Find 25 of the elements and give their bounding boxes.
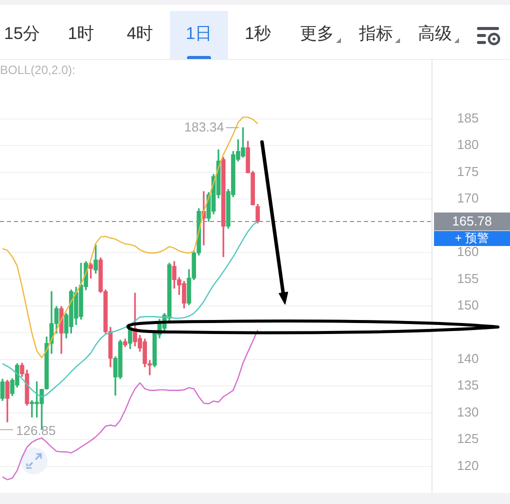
y-tick-label: 175 xyxy=(456,164,479,179)
text: 指标 xyxy=(358,23,394,45)
y-tick-label: 170 xyxy=(456,190,479,206)
y-tick-label: 185 xyxy=(456,110,479,126)
y-tick-label: 160 xyxy=(456,244,479,260)
y-tick-label: 155 xyxy=(456,270,479,286)
y-tick-label: 120 xyxy=(456,458,479,473)
selected-tab: 1日 xyxy=(170,11,228,59)
alert-button: + 预警 xyxy=(434,230,510,246)
text: 15分 xyxy=(3,23,41,45)
annotation: 126.85 xyxy=(16,423,56,438)
y-tick-label: 125 xyxy=(456,431,479,446)
y-tick-label: 135 xyxy=(456,378,479,393)
text: 1秒 xyxy=(244,23,272,45)
ref-line-label: 165.78 xyxy=(452,214,492,229)
y-tick-label: 140 xyxy=(456,350,479,366)
text: 4时 xyxy=(126,23,154,45)
y-tick-label: 130 xyxy=(456,404,479,420)
text: 1时 xyxy=(66,23,96,45)
y-tick-label: 180 xyxy=(456,137,479,152)
annotation: BOLL(20,2.0): xyxy=(0,63,76,77)
annotation: 183.34 xyxy=(184,119,224,134)
text: 更多 xyxy=(299,23,335,45)
text: 高级 xyxy=(417,23,453,45)
y-tick-label: 150 xyxy=(456,297,479,312)
